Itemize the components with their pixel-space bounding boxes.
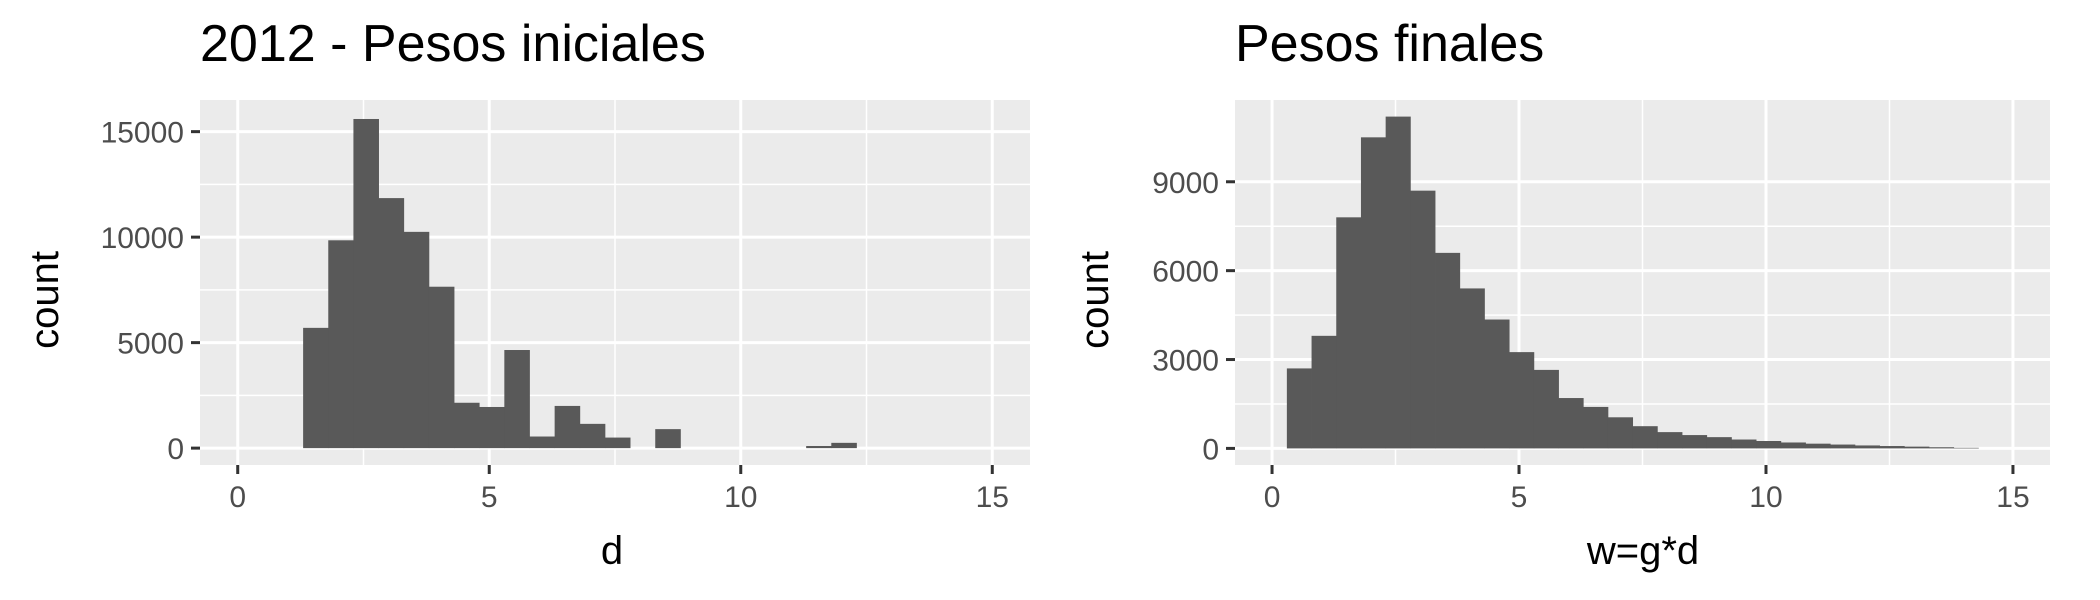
x-tick-label: 10	[724, 481, 757, 514]
y-tick-label: 10000	[101, 222, 184, 255]
y-tick-label: 6000	[1152, 256, 1219, 289]
histogram-bar	[1410, 190, 1436, 449]
histogram-bar	[1706, 437, 1732, 449]
histogram-bar	[831, 442, 857, 449]
histogram-bar	[1459, 288, 1485, 449]
x-tick-label: 15	[976, 481, 1009, 514]
x-tick-label: 5	[481, 481, 498, 514]
histogram-bar	[579, 423, 606, 449]
histogram-bar	[1830, 444, 1856, 449]
histogram-bar	[1360, 137, 1387, 449]
histogram-bar	[1879, 446, 1905, 449]
histogram-bar	[1607, 417, 1634, 449]
histogram-bar	[604, 437, 631, 449]
histogram-bar	[1953, 447, 1979, 449]
histogram-bar	[655, 429, 681, 449]
histogram-bar	[554, 405, 581, 449]
histogram-bar	[1583, 406, 1609, 449]
x-tick-label: 5	[1511, 481, 1528, 514]
y-axis-title: count	[1073, 251, 1117, 349]
x-axis-title: d	[601, 529, 623, 573]
chart-title: 2012 - Pesos iniciales	[200, 15, 706, 73]
y-tick-label: 9000	[1152, 167, 1219, 200]
histogram-bar	[1854, 445, 1880, 449]
histogram-bar	[454, 402, 480, 449]
histogram-bar	[353, 118, 379, 449]
y-tick-label: 0	[1202, 433, 1219, 466]
histogram-bar	[1657, 432, 1683, 449]
y-tick-label: 0	[167, 433, 184, 466]
histogram-bar	[806, 446, 832, 449]
histogram-bar	[1509, 352, 1535, 449]
x-tick-label: 15	[1996, 481, 2029, 514]
plot-area: 0 5 10 15 0 5000 10000 15000	[101, 100, 1030, 514]
y-axis-title: count	[23, 251, 67, 349]
histogram-bar	[1682, 435, 1708, 449]
histogram-bar	[529, 436, 556, 449]
histogram-bar	[1756, 441, 1782, 449]
histogram-bar	[1484, 319, 1510, 449]
y-tick-label: 5000	[117, 328, 184, 361]
histogram-bar	[1904, 446, 1930, 449]
plot-area: 0 5 10 15 0 3000 6000 9000	[1152, 100, 2050, 514]
x-tick-label: 10	[1749, 481, 1782, 514]
histogram-bar	[1533, 369, 1559, 449]
histogram-bar	[1632, 426, 1658, 449]
histogram-panel-pesos-iniciales: 0 5 10 15 0 5000 10000 15000 2012 - Pesos inici…	[23, 15, 1030, 573]
histogram-bar	[1435, 252, 1461, 449]
histogram-bar	[504, 350, 530, 449]
x-tick-label: 0	[1264, 481, 1281, 514]
histogram-bar	[1780, 442, 1806, 449]
histogram-bar	[479, 406, 505, 449]
chart-title: Pesos finales	[1235, 15, 1544, 73]
histogram-bar	[1731, 439, 1757, 449]
y-tick-label: 15000	[101, 117, 184, 150]
histogram-bar	[1336, 217, 1362, 449]
histogram-bar	[1805, 443, 1831, 449]
histogram-bar	[1311, 335, 1337, 449]
histogram-bars	[1286, 116, 1979, 449]
histogram-bar	[1928, 447, 1955, 449]
x-axis-title: w=g*d	[1586, 529, 1699, 573]
histogram-bar	[403, 231, 430, 449]
histogram-bar	[1558, 398, 1584, 449]
histogram-bar	[328, 240, 354, 449]
histogram-bar	[378, 198, 405, 449]
histogram-bar	[303, 327, 329, 449]
y-tick-label: 3000	[1152, 345, 1219, 378]
histogram-bars	[303, 118, 857, 449]
histogram-bar	[1286, 368, 1312, 449]
histogram-bar	[1385, 116, 1411, 449]
x-tick-label: 0	[229, 481, 246, 514]
histogram-bar	[428, 286, 455, 449]
